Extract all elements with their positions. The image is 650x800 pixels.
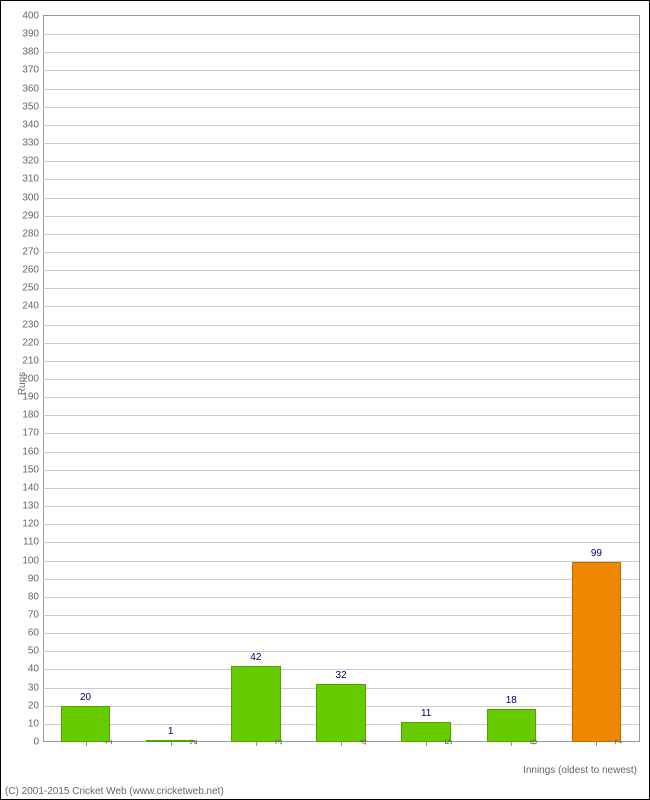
grid-line bbox=[43, 633, 639, 634]
y-tick-label: 130 bbox=[22, 501, 43, 512]
grid-line bbox=[43, 143, 639, 144]
y-tick-label: 400 bbox=[22, 11, 43, 22]
copyright-text: (C) 2001-2015 Cricket Web (www.cricketwe… bbox=[5, 786, 224, 797]
y-tick-label: 30 bbox=[28, 682, 43, 693]
y-tick-label: 240 bbox=[22, 301, 43, 312]
grid-line bbox=[43, 579, 639, 580]
y-tick-label: 210 bbox=[22, 355, 43, 366]
grid-line bbox=[43, 470, 639, 471]
y-tick-label: 320 bbox=[22, 156, 43, 167]
grid-line bbox=[43, 216, 639, 217]
y-tick-label: 360 bbox=[22, 83, 43, 94]
bar bbox=[61, 706, 110, 742]
grid-line bbox=[43, 597, 639, 598]
x-tick-label: 7 bbox=[596, 739, 625, 745]
y-tick-label: 80 bbox=[28, 591, 43, 602]
grid-line bbox=[43, 506, 639, 507]
grid-line bbox=[43, 306, 639, 307]
x-tick-label: 6 bbox=[511, 739, 540, 745]
grid-line bbox=[43, 397, 639, 398]
y-tick-label: 50 bbox=[28, 646, 43, 657]
grid-line bbox=[43, 89, 639, 90]
bar-value-label: 18 bbox=[506, 695, 517, 706]
y-tick-label: 40 bbox=[28, 664, 43, 675]
y-tick-label: 330 bbox=[22, 138, 43, 149]
y-tick-label: 20 bbox=[28, 700, 43, 711]
y-tick-label: 310 bbox=[22, 174, 43, 185]
y-tick-label: 0 bbox=[33, 737, 43, 748]
bar bbox=[316, 684, 365, 742]
y-tick-label: 150 bbox=[22, 464, 43, 475]
y-tick-label: 290 bbox=[22, 210, 43, 221]
bar-value-label: 42 bbox=[250, 652, 261, 663]
grid-line bbox=[43, 379, 639, 380]
grid-line bbox=[43, 125, 639, 126]
y-tick-label: 390 bbox=[22, 29, 43, 40]
grid-line bbox=[43, 288, 639, 289]
grid-line bbox=[43, 542, 639, 543]
bar bbox=[487, 709, 536, 742]
y-tick-label: 380 bbox=[22, 47, 43, 58]
y-tick-label: 160 bbox=[22, 446, 43, 457]
grid-line bbox=[43, 52, 639, 53]
y-tick-label: 370 bbox=[22, 65, 43, 76]
bar-value-label: 20 bbox=[80, 692, 91, 703]
y-tick-label: 100 bbox=[22, 555, 43, 566]
y-tick-label: 110 bbox=[23, 537, 43, 548]
y-tick-label: 180 bbox=[22, 410, 43, 421]
y-tick-label: 250 bbox=[22, 283, 43, 294]
bar-value-label: 32 bbox=[335, 670, 346, 681]
x-tick-label: 2 bbox=[171, 739, 200, 745]
grid-line bbox=[43, 615, 639, 616]
y-tick-label: 70 bbox=[28, 609, 43, 620]
grid-line bbox=[43, 488, 639, 489]
grid-line bbox=[43, 651, 639, 652]
y-tick-label: 120 bbox=[22, 519, 43, 530]
grid-line bbox=[43, 234, 639, 235]
x-tick-label: 4 bbox=[341, 739, 370, 745]
grid-line bbox=[43, 179, 639, 180]
y-tick-label: 170 bbox=[22, 428, 43, 439]
y-tick-label: 350 bbox=[22, 101, 43, 112]
grid-line bbox=[43, 325, 639, 326]
x-axis-title: Innings (oldest to newest) bbox=[523, 765, 637, 776]
grid-line bbox=[43, 270, 639, 271]
grid-line bbox=[43, 107, 639, 108]
grid-line bbox=[43, 161, 639, 162]
y-tick-label: 280 bbox=[22, 228, 43, 239]
y-tick-label: 60 bbox=[28, 628, 43, 639]
grid-line bbox=[43, 34, 639, 35]
grid-line bbox=[43, 198, 639, 199]
y-tick-label: 90 bbox=[28, 573, 43, 584]
y-tick-label: 230 bbox=[22, 319, 43, 330]
plot-area: 0102030405060708090100110120130140150160… bbox=[43, 15, 640, 742]
bar-value-label: 1 bbox=[168, 726, 174, 737]
x-tick-label: 3 bbox=[256, 739, 285, 745]
y-tick-label: 300 bbox=[22, 192, 43, 203]
grid-line bbox=[43, 361, 639, 362]
grid-line bbox=[43, 252, 639, 253]
y-axis-title: Runs bbox=[17, 372, 28, 395]
grid-line bbox=[43, 452, 639, 453]
bar bbox=[231, 666, 280, 742]
y-tick-label: 260 bbox=[22, 265, 43, 276]
bar-value-label: 99 bbox=[591, 548, 602, 559]
grid-line bbox=[43, 524, 639, 525]
grid-line bbox=[43, 415, 639, 416]
y-tick-label: 10 bbox=[28, 718, 43, 729]
bar bbox=[572, 562, 621, 742]
chart-container: 0102030405060708090100110120130140150160… bbox=[0, 0, 650, 800]
y-tick-label: 140 bbox=[22, 482, 43, 493]
bar-value-label: 11 bbox=[421, 708, 431, 719]
x-tick-label: 5 bbox=[426, 739, 455, 745]
y-tick-label: 270 bbox=[22, 246, 43, 257]
y-tick-label: 340 bbox=[22, 119, 43, 130]
grid-line bbox=[43, 561, 639, 562]
grid-line bbox=[43, 433, 639, 434]
grid-line bbox=[43, 343, 639, 344]
grid-line bbox=[43, 70, 639, 71]
x-tick-label: 1 bbox=[86, 739, 115, 745]
y-tick-label: 220 bbox=[22, 337, 43, 348]
